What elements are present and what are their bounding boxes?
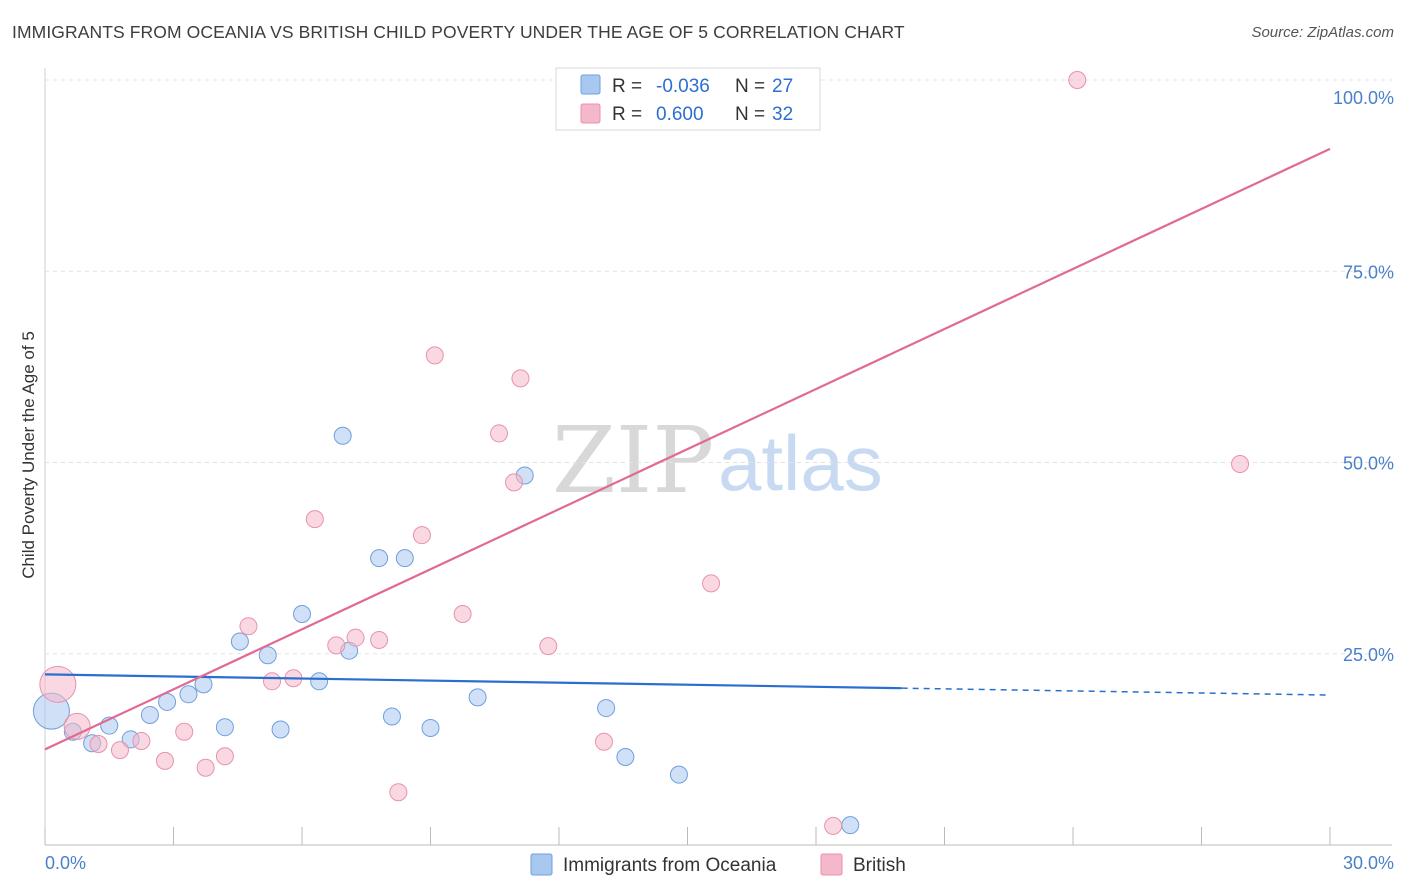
legend-r-value-british: 0.600 (656, 104, 704, 125)
british-point (389, 783, 408, 802)
bottom-legend-label-british: British (853, 855, 906, 876)
oceania-point (382, 707, 401, 726)
x-axis-ticks (44, 827, 1331, 845)
legend-n-label-oceania: N = (735, 76, 765, 97)
y-axis-label: Child Poverty Under the Age of 5 (19, 331, 38, 579)
british-point (824, 816, 843, 835)
oceania-point (370, 549, 389, 568)
british-point (1231, 455, 1250, 474)
bottom-legend-swatch-british (820, 853, 843, 876)
british-point (196, 758, 215, 777)
series-legend: Immigrants from Oceania British (530, 853, 906, 876)
oceania-trend-line (44, 673, 902, 690)
oceania-point (616, 748, 635, 767)
trend-layer (44, 147, 1331, 751)
british-point (239, 617, 258, 636)
watermark-zip: ZIP (552, 407, 714, 514)
british-point (511, 369, 530, 388)
british-point (425, 346, 444, 365)
y-tick-label: 100.0% (1333, 88, 1394, 108)
british-point (305, 510, 324, 529)
bottom-legend-swatch-oceania (530, 853, 553, 876)
oceania-point (395, 549, 414, 568)
legend-n-value-british: 32 (772, 104, 793, 125)
points-layer (32, 71, 1250, 835)
y-tick-label: 50.0% (1343, 454, 1394, 474)
oceania-point (421, 718, 440, 737)
oceania-trend-extension (901, 687, 1331, 696)
british-point (39, 665, 77, 703)
oceania-point (293, 604, 311, 623)
oceania-point (179, 685, 198, 704)
legend-r-label-british: R = (612, 104, 642, 125)
oceania-point (841, 816, 860, 835)
x-tick-label-max: 30.0% (1343, 853, 1394, 873)
british-point (1068, 71, 1087, 89)
british-trend-line (44, 147, 1331, 751)
british-point (346, 628, 365, 647)
stats-legend: R = -0.036 N = 27 R = 0.600 N = 32 (555, 67, 821, 131)
british-point (327, 636, 346, 655)
british-point (539, 637, 558, 656)
oceania-point (258, 646, 277, 665)
oceania-point (468, 688, 487, 707)
british-point (132, 731, 151, 750)
british-point (412, 526, 431, 545)
british-point (155, 751, 174, 770)
legend-swatch-oceania (580, 74, 601, 95)
y-tick-labels: 100.0% 75.0% 50.0% 25.0% (1333, 88, 1394, 665)
x-tick-label-min: 0.0% (45, 853, 86, 873)
bottom-legend-label-oceania: Immigrants from Oceania (563, 855, 777, 876)
oceania-point (310, 672, 329, 691)
legend-r-value-oceania: -0.036 (656, 76, 710, 97)
oceania-point (215, 718, 234, 737)
oceania-point (271, 720, 290, 739)
oceania-point (333, 426, 352, 445)
gridlines (45, 79, 1392, 655)
oceania-point (230, 632, 249, 651)
british-point (505, 473, 524, 492)
y-tick-label: 75.0% (1343, 262, 1394, 282)
british-point (490, 424, 509, 443)
british-point (263, 672, 282, 691)
source-credit: Source: ZipAtlas.com (1251, 24, 1394, 41)
y-tick-label: 25.0% (1343, 645, 1394, 665)
british-point (89, 735, 108, 754)
british-point (215, 747, 234, 766)
british-point (453, 604, 472, 623)
british-point (370, 630, 389, 649)
legend-swatch-british (580, 103, 601, 124)
british-point (594, 732, 613, 751)
british-point (702, 574, 721, 593)
legend-r-label-oceania: R = (612, 76, 642, 97)
chart-title: IMMIGRANTS FROM OCEANIA VS BRITISH CHILD… (12, 22, 905, 42)
oceania-point (669, 765, 688, 784)
oceania-point (597, 699, 616, 718)
legend-n-label-british: N = (735, 104, 765, 125)
oceania-point (140, 705, 159, 724)
british-point (175, 722, 194, 741)
british-point (63, 712, 91, 740)
british-point (110, 741, 129, 760)
legend-n-value-oceania: 27 (772, 76, 793, 97)
